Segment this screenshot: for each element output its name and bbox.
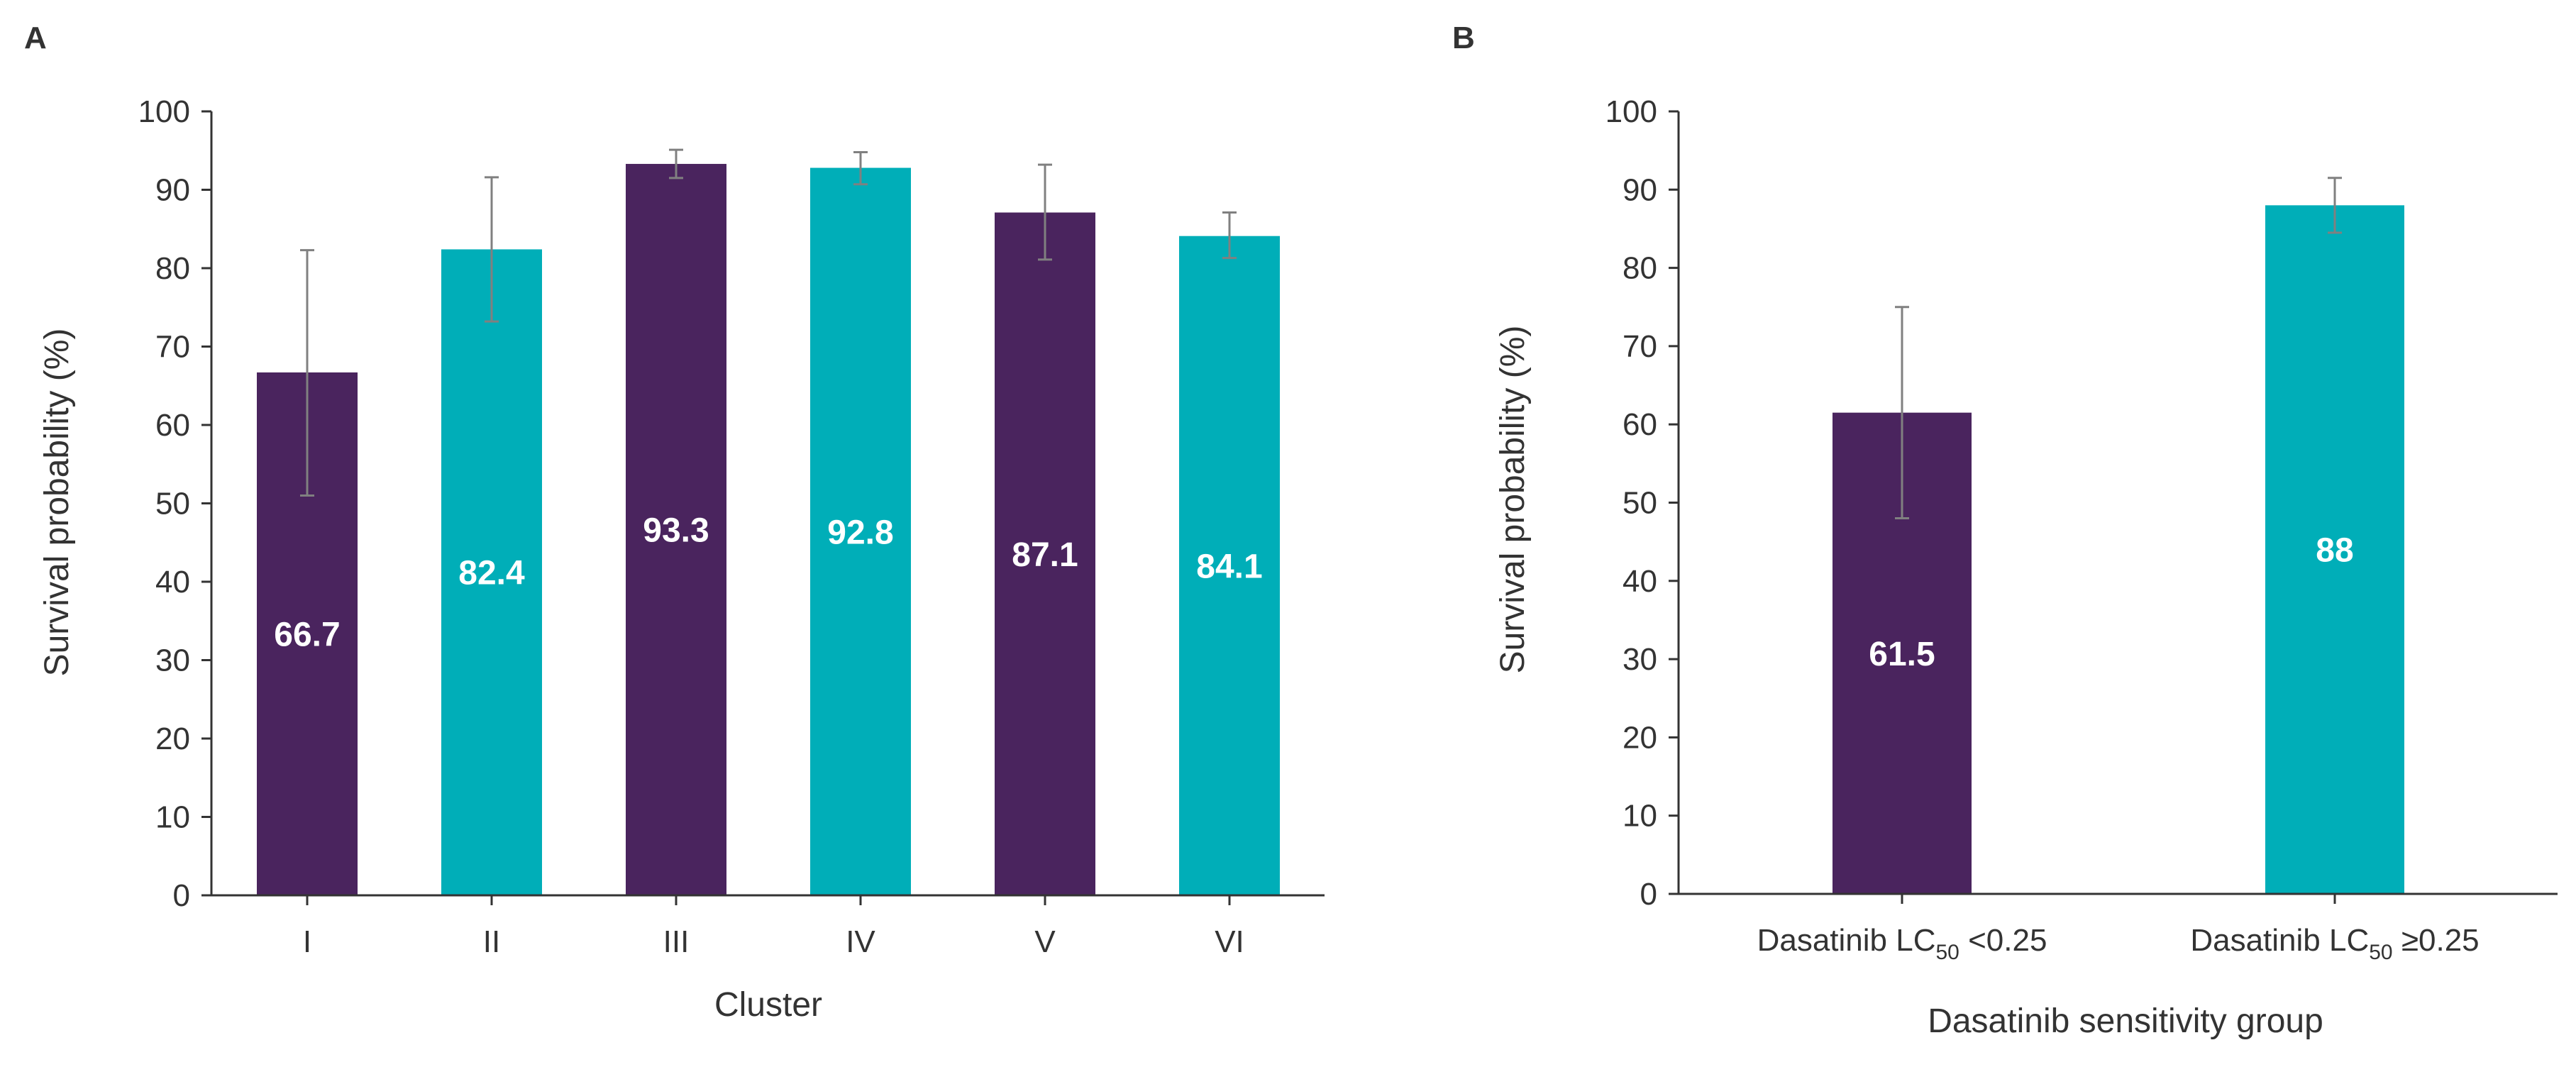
panel-a-value-label: 93.3 <box>643 512 709 550</box>
panel-a-value-label: 66.7 <box>274 616 340 653</box>
panel-a-y-tick-label: 20 <box>155 722 190 756</box>
panel-b-y-tick-label: 10 <box>1623 799 1657 834</box>
panel-b-y-tick-label: 20 <box>1623 720 1657 755</box>
panel-a-value-label: 87.1 <box>1012 536 1078 574</box>
panel-a-value-label: 84.1 <box>1196 548 1262 585</box>
panel-a-value-labels: 66.7 82.4 93.3 92.8 87.1 84.1 <box>274 164 1263 653</box>
panel-a-y-tick-label: 100 <box>138 94 190 129</box>
panel-b-y-tick-label: 70 <box>1623 329 1657 364</box>
panel-b-value-label: 61.5 <box>1869 636 1935 673</box>
panel-a-x-axis-title: Cluster <box>714 986 822 1024</box>
panel-a-x-tick-label: III <box>663 924 690 959</box>
panel-a-bar <box>810 167 911 895</box>
panel-a-y-axis-ticks: 0 10 20 30 40 50 60 70 80 90 100 <box>138 94 211 913</box>
panel-a-error-bars <box>300 148 1237 496</box>
panel-a-y-tick-label: 0 <box>173 878 190 913</box>
panel-a-bars <box>257 164 1280 896</box>
panel-a-x-tick-label: VI <box>1215 924 1244 959</box>
panel-a-axes <box>210 111 1325 897</box>
panel-b-y-tick-label: 100 <box>1605 94 1657 129</box>
panel-a-value-label: 82.4 <box>458 555 525 592</box>
panel-b-bar <box>2265 205 2404 894</box>
panel-a-bar <box>995 212 1095 895</box>
panel-b-y-axis-ticks: 0 10 20 30 40 50 60 70 80 90 100 <box>1605 94 1679 912</box>
panel-a-chart: A 0 10 20 30 40 50 60 70 80 90 100 66.7 82.4 93.3 92.… <box>24 21 1325 1024</box>
panel-b-x-tick-labels: Dasatinib LC50 <0.25 Dasatinib LC50 ≥0.25 <box>1757 894 2480 964</box>
panel-a-y-tick-label: 40 <box>155 565 190 599</box>
panel-a-y-tick-label: 60 <box>155 408 190 443</box>
panel-a-y-tick-label: 50 <box>155 487 190 521</box>
panel-b-label: B <box>1452 21 1475 55</box>
panel-b-axes <box>1677 111 2558 895</box>
panel-b-y-tick-label: 60 <box>1623 407 1657 442</box>
panel-b-chart: B 0 10 20 30 40 50 60 70 80 90 100 61.5 88 Dasatini… <box>1452 21 2558 1040</box>
panel-b-y-tick-label: 40 <box>1623 564 1657 599</box>
panel-b-value-labels: 61.5 88 <box>1869 205 2354 673</box>
panel-b-y-tick-label: 80 <box>1623 251 1657 286</box>
panel-a-y-tick-label: 90 <box>155 173 190 208</box>
panel-a-label: A <box>24 21 47 55</box>
panel-a-bar <box>626 164 726 895</box>
panel-a-x-tick-labels: I II III IV V VI <box>303 895 1244 959</box>
panel-a-y-tick-label: 70 <box>155 330 190 365</box>
panel-b-y-tick-label: 90 <box>1623 172 1657 207</box>
panel-a-x-tick-label: IV <box>846 924 875 959</box>
panel-a-bar <box>441 249 542 896</box>
panel-b-y-tick-label: 50 <box>1623 486 1657 521</box>
panel-b-y-axis-title: Survival probability (%) <box>1494 326 1532 674</box>
panel-a-y-axis-title: Survival probability (%) <box>38 328 76 677</box>
panel-b-y-tick-label: 30 <box>1623 642 1657 677</box>
panel-a-x-tick-label: II <box>483 924 500 959</box>
panel-a-value-label: 92.8 <box>827 514 893 551</box>
panel-b-x-tick-label: Dasatinib LC50 <0.25 <box>1757 923 2047 964</box>
panel-a-x-tick-label: V <box>1034 924 1056 959</box>
panel-a-y-tick-label: 80 <box>155 251 190 286</box>
panel-b-x-tick-label: Dasatinib LC50 ≥0.25 <box>2190 923 2479 964</box>
panel-a-x-tick-label: I <box>303 924 311 959</box>
panel-a-y-tick-label: 30 <box>155 643 190 678</box>
panel-a-bar <box>1179 236 1280 895</box>
panel-b-y-tick-label: 0 <box>1640 877 1657 912</box>
panel-b-value-label: 88 <box>2316 532 2353 570</box>
panel-a-y-tick-label: 10 <box>155 800 190 835</box>
panel-b-x-axis-title: Dasatinib sensitivity group <box>1928 1002 2323 1040</box>
